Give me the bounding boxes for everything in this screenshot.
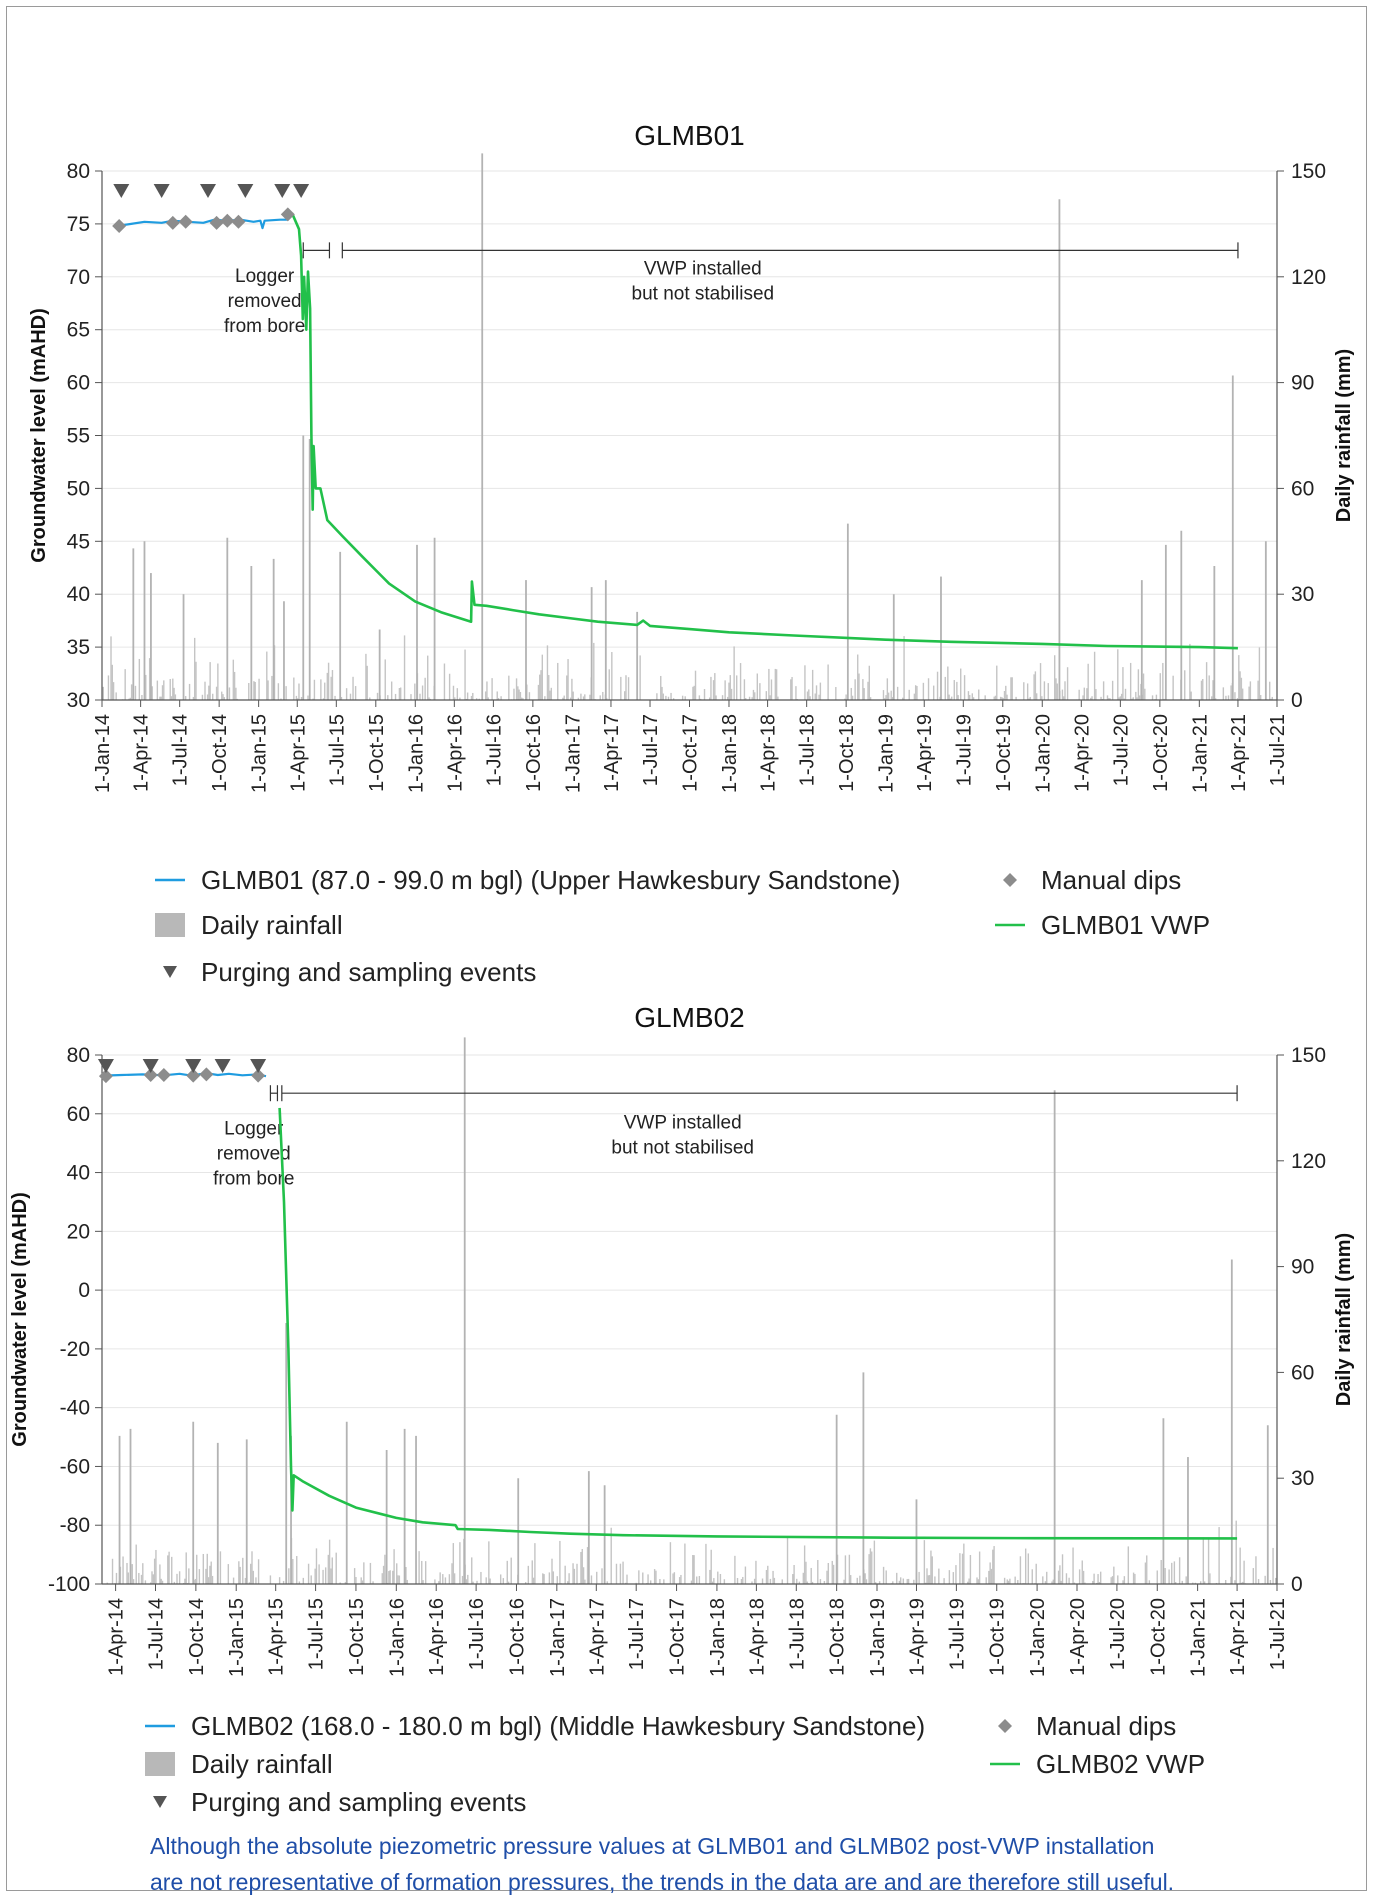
legend-label: GLMB01 VWP (1041, 910, 1210, 940)
x-tick-label: 1-Jan-18 (719, 714, 741, 793)
x-tick-label: 1-Jan-21 (1189, 714, 1211, 793)
y-axis-label: Groundwater level (mAHD) (28, 308, 50, 562)
x-tick-label: 1-Apr-17 (601, 714, 623, 792)
x-tick-label: 1-Apr-21 (1228, 714, 1250, 792)
manual-dip-marker (209, 215, 224, 230)
legend-swatch (1003, 873, 1017, 887)
footnote-line-2: are not representative of formation pres… (150, 1869, 1175, 1895)
x-tick-label: 1-Apr-20 (1071, 714, 1093, 792)
y-tick-label: 75 (67, 213, 90, 236)
y-tick-label: 60 (67, 372, 90, 395)
y2-tick-label: 150 (1291, 160, 1326, 183)
manual-dip-marker (231, 214, 246, 229)
x-tick-label: 1-Oct-15 (366, 714, 388, 792)
sampling-event-marker (113, 184, 130, 198)
y-tick-label: 35 (67, 636, 90, 659)
x-tick-label: 1-Apr-15 (287, 714, 309, 792)
x-tick-label: 1-Jan-17 (562, 714, 584, 793)
x-tick-label: 1-Jan-19 (876, 714, 898, 793)
manual-dip-marker (280, 207, 295, 222)
annotation-text: Logger (235, 266, 295, 287)
x-tick-label: 1-Jul-18 (797, 714, 819, 786)
y2-tick-label: 120 (1291, 266, 1326, 289)
x-tick-label: 1-Jul-20 (1110, 714, 1132, 786)
x-tick-label: 1-Oct-20 (1150, 714, 1172, 792)
y-tick-label: 50 (67, 477, 90, 500)
x-tick-label: 1-Oct-17 (680, 714, 702, 792)
y2-tick-label: 60 (1291, 477, 1314, 500)
y2-tick-label: 30 (1291, 583, 1314, 606)
x-tick-label: 1-Oct-18 (836, 714, 858, 792)
sampling-event-marker (293, 184, 310, 198)
x-tick-label: 1-Oct-19 (993, 714, 1015, 792)
sampling-event-marker (274, 184, 291, 198)
chart-title: GLMB01 (634, 120, 745, 151)
y-tick-label: 45 (67, 530, 90, 553)
chart-glmb01: GLMB01 30 35 40 45 50 55 60 65 70 75 80 0 30 60 90 120 15… (28, 120, 1355, 987)
annotation-text: from bore (224, 316, 305, 337)
y-tick-label: 80 (67, 160, 90, 183)
legend-label: GLMB01 (87.0 - 99.0 m bgl) (Upper Hawkes… (201, 865, 900, 895)
x-tick-label: 1-Jan-16 (405, 714, 427, 793)
annotation-text: VWP installed (644, 259, 762, 280)
y2-tick-label: 90 (1291, 372, 1314, 395)
manual-dip-marker (178, 214, 193, 229)
x-tick-label: 1-Jul-14 (170, 714, 192, 786)
legend-swatch (155, 913, 185, 937)
series-line (290, 212, 1238, 650)
x-tick-label: 1-Apr-14 (131, 714, 153, 792)
y-tick-label: 65 (67, 319, 90, 342)
y-tick-label: 40 (67, 583, 90, 606)
figure-frame (6, 6, 1367, 1891)
legend-label: Manual dips (1041, 865, 1181, 895)
x-tick-label: 1-Jul-17 (640, 714, 662, 786)
annotation-text: but not stabilised (632, 284, 775, 305)
x-tick-label: 1-Apr-19 (914, 714, 936, 792)
x-tick-label: 1-Apr-18 (758, 714, 780, 792)
manual-dip-marker (165, 215, 180, 230)
sampling-event-marker (153, 184, 170, 198)
series-line (123, 215, 290, 230)
x-tick-label: 1-Jul-15 (326, 714, 348, 786)
x-tick-label: 1-Jan-15 (249, 714, 271, 793)
x-tick-label: 1-Oct-14 (209, 714, 231, 792)
y-tick-label: 30 (67, 689, 90, 712)
manual-dip-marker (112, 219, 127, 234)
x-tick-label: 1-Jul-21 (1267, 714, 1289, 786)
footnote-line-1: Although the absolute piezometric pressu… (150, 1833, 1155, 1859)
legend-swatch (163, 966, 177, 978)
sampling-event-marker (237, 184, 254, 198)
x-tick-label: 1-Apr-16 (444, 714, 466, 792)
manual-dip-marker (220, 213, 235, 228)
legend-label: Purging and sampling events (201, 957, 536, 987)
sampling-event-marker (199, 184, 216, 198)
annotation-text: removed (228, 291, 302, 312)
legend-label: Daily rainfall (201, 910, 343, 940)
x-tick-label: 1-Jul-16 (483, 714, 505, 786)
y-tick-label: 55 (67, 425, 90, 448)
x-tick-label: 1-Jan-14 (92, 714, 114, 793)
x-tick-label: 1-Jan-20 (1032, 714, 1054, 793)
y-tick-label: 70 (67, 266, 90, 289)
y2-axis-label: Daily rainfall (mm) (1333, 349, 1355, 522)
x-tick-label: 1-Jul-19 (953, 714, 975, 786)
x-tick-label: 1-Oct-16 (523, 714, 545, 792)
y2-tick-label: 0 (1291, 689, 1303, 712)
footnote: Although the absolute piezometric pressu… (150, 1828, 1300, 1900)
